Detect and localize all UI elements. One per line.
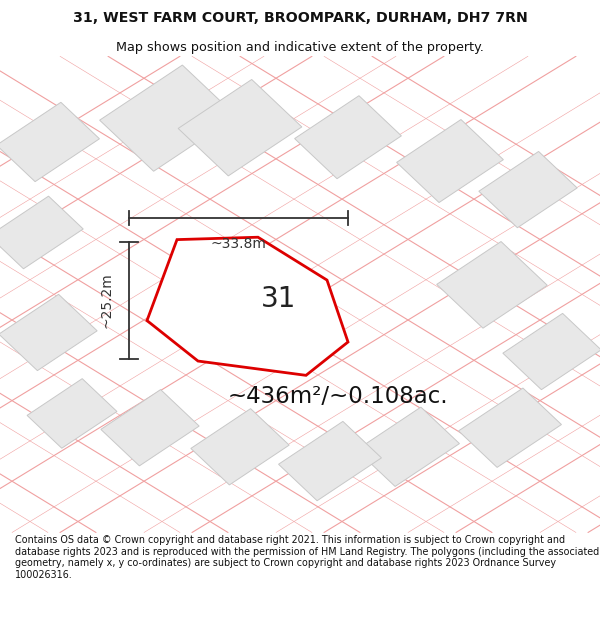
- Text: 31: 31: [262, 285, 296, 313]
- Text: 31, WEST FARM COURT, BROOMPARK, DURHAM, DH7 7RN: 31, WEST FARM COURT, BROOMPARK, DURHAM, …: [73, 11, 527, 25]
- Polygon shape: [0, 196, 83, 269]
- Polygon shape: [295, 96, 401, 179]
- Polygon shape: [27, 379, 117, 448]
- Polygon shape: [0, 294, 97, 371]
- Polygon shape: [147, 238, 348, 376]
- Polygon shape: [397, 119, 503, 202]
- Polygon shape: [100, 65, 236, 171]
- Polygon shape: [0, 102, 100, 182]
- Text: Contains OS data © Crown copyright and database right 2021. This information is : Contains OS data © Crown copyright and d…: [15, 535, 599, 580]
- Polygon shape: [356, 407, 460, 486]
- Polygon shape: [101, 389, 199, 466]
- Text: ~33.8m: ~33.8m: [211, 238, 266, 251]
- Polygon shape: [191, 409, 289, 485]
- Polygon shape: [479, 151, 577, 228]
- Text: ~25.2m: ~25.2m: [100, 272, 114, 328]
- Polygon shape: [178, 79, 302, 176]
- Text: ~436m²/~0.108ac.: ~436m²/~0.108ac.: [228, 385, 449, 408]
- Text: Map shows position and indicative extent of the property.: Map shows position and indicative extent…: [116, 41, 484, 54]
- Polygon shape: [278, 421, 382, 501]
- Polygon shape: [437, 241, 547, 328]
- Polygon shape: [503, 313, 600, 389]
- Polygon shape: [458, 388, 562, 468]
